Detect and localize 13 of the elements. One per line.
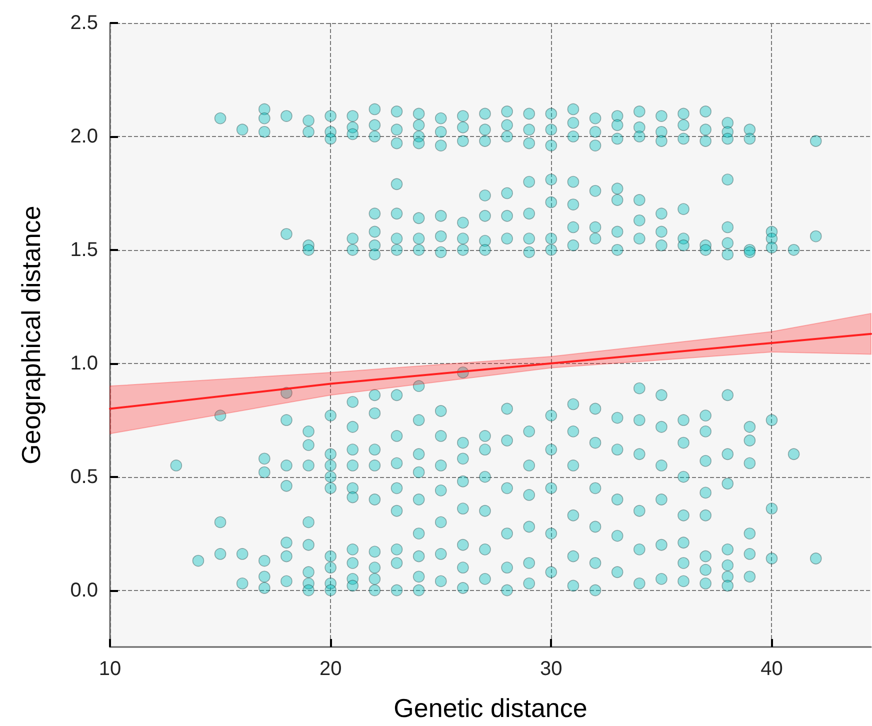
line-series [109,332,872,410]
y-tick-label: 0.5 [70,466,98,488]
x-tick-label: 40 [760,658,783,680]
x-tick-label: 20 [319,658,342,680]
y-tick-label: 1.5 [70,238,98,261]
x-axis-title: Genetic distance [394,693,588,723]
y-tick-label: 2.0 [70,125,98,148]
x-tick-label: 30 [540,658,562,680]
y-axis-title: Geographical distance [16,206,46,464]
y-tick-label: 0.0 [70,579,98,602]
y-tick-label: 2.5 [70,12,98,34]
y-tick-label: 1.0 [70,352,98,374]
x-tick-label: 10 [98,658,122,680]
